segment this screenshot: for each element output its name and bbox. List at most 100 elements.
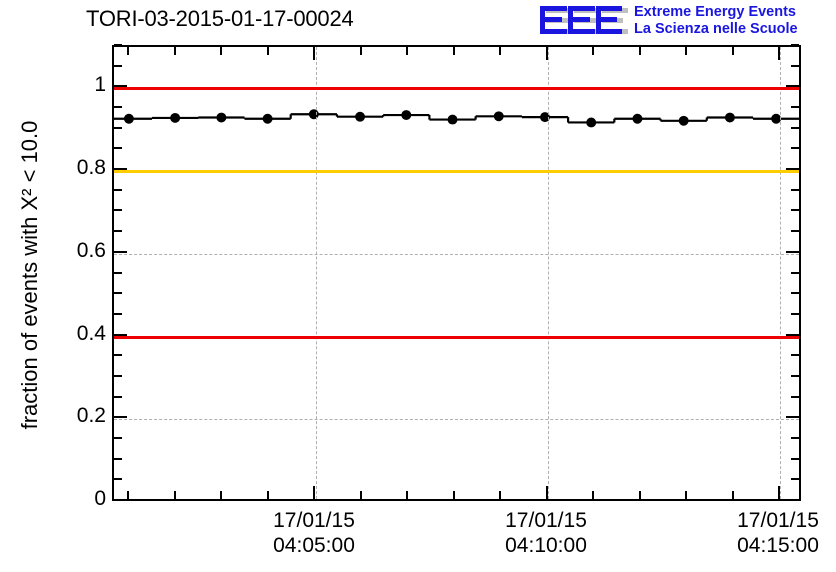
data-point-marker [308, 109, 319, 120]
data-point-marker [123, 113, 134, 124]
eee-logo-line2: La Scienza nelle Scuole [634, 21, 798, 37]
y-axis-major-tick-right [786, 250, 799, 253]
gridline-horizontal [114, 419, 799, 421]
y-axis-minor-tick [114, 106, 122, 109]
y-axis-minor-tick-right [791, 230, 799, 233]
y-axis-minor-tick [114, 147, 122, 150]
data-point-marker [216, 112, 227, 123]
y-axis-minor-tick [114, 209, 122, 212]
x-axis-tick-top [592, 47, 594, 55]
y-tick-label: 0 [94, 487, 106, 510]
data-point-marker [632, 113, 643, 124]
data-point-marker [678, 115, 689, 126]
x-axis-tick-top [406, 47, 408, 55]
y-axis-minor-tick-right [791, 395, 799, 398]
x-axis-tick-top [685, 47, 687, 55]
x-tick-time: 04:10:00 [505, 534, 587, 557]
x-axis-tick [127, 491, 129, 499]
y-axis-minor-tick [114, 395, 122, 398]
y-axis-minor-tick-right [791, 106, 799, 109]
data-point-marker [771, 113, 782, 124]
y-axis-minor-tick-right [791, 312, 799, 315]
y-axis-minor-tick [114, 478, 122, 481]
x-axis-tick-top [732, 47, 734, 55]
y-axis-minor-tick [114, 188, 122, 191]
eee-logo-line1: Extreme Energy Events [634, 4, 796, 20]
y-axis-major-tick [114, 333, 127, 336]
x-tick-date: 17/01/15 [273, 509, 355, 532]
y-axis-minor-tick-right [791, 188, 799, 191]
data-point-marker [355, 111, 366, 122]
x-axis-tick [499, 491, 501, 499]
y-axis-minor-tick [114, 126, 122, 129]
x-axis-tick [174, 491, 176, 499]
gridline-vertical [548, 47, 549, 499]
gridline-vertical [780, 47, 781, 499]
y-axis-minor-tick-right [791, 436, 799, 439]
y-axis-major-tick-right [786, 499, 799, 501]
plot-area [112, 45, 801, 501]
y-axis-major-tick-right [786, 333, 799, 336]
y-axis-minor-tick [114, 230, 122, 233]
y-axis-minor-tick [114, 374, 122, 377]
y-tick-label: 0.2 [76, 404, 106, 428]
x-axis-tick [778, 486, 780, 499]
y-axis-major-tick [114, 168, 127, 171]
data-point-marker [724, 112, 735, 123]
x-tick-label: 17/01/15 04:15:00 [698, 508, 836, 558]
y-axis-minor-tick-right [791, 271, 799, 274]
y-axis-major-tick-right [786, 85, 799, 88]
x-axis-tick [406, 491, 408, 499]
gridline-horizontal [114, 253, 799, 255]
reference-line-yellow-threshold [114, 170, 799, 174]
y-axis-major-tick [114, 499, 127, 501]
x-axis-tick [360, 491, 362, 499]
data-point-marker [170, 112, 181, 123]
data-point-marker [262, 113, 273, 124]
x-tick-label: 17/01/15 04:10:00 [466, 508, 626, 558]
chart-title: TORI-03-2015-01-17-00024 [86, 6, 354, 31]
y-axis-minor-tick [114, 64, 122, 67]
data-point-marker [586, 117, 597, 128]
x-axis-tick-top [220, 47, 222, 55]
x-axis-tick-top [360, 47, 362, 55]
y-axis-minor-tick [114, 436, 122, 439]
y-axis-title: fraction of events with X² < 10.0 [17, 120, 42, 430]
x-axis-tick-top [127, 47, 129, 55]
x-tick-time: 04:15:00 [737, 534, 819, 557]
y-axis-major-tick-right [786, 416, 799, 419]
y-axis-minor-tick-right [791, 478, 799, 481]
y-axis-minor-tick-right [791, 374, 799, 377]
x-axis-tick [732, 491, 734, 499]
y-tick-label: 0.4 [76, 321, 106, 345]
data-point-marker [401, 110, 412, 121]
x-axis-tick-top [267, 47, 269, 55]
data-series-overlay [114, 109, 799, 128]
y-axis-major-tick [114, 85, 127, 88]
y-tick-label: 0.6 [76, 238, 106, 262]
eee-logo-text: Extreme Energy Events La Scienza nelle S… [634, 4, 834, 38]
y-axis-minor-tick-right [791, 64, 799, 67]
x-axis-tick-top [778, 47, 780, 60]
y-axis-major-tick-right [786, 168, 799, 171]
y-axis-minor-tick [114, 292, 122, 295]
y-axis-major-tick [114, 416, 127, 419]
x-axis-tick [453, 491, 455, 499]
y-axis-minor-tick [114, 312, 122, 315]
gridline-vertical [316, 47, 317, 499]
y-axis-minor-tick-right [791, 147, 799, 150]
reference-line-upper-red-threshold [114, 87, 799, 91]
x-tick-label: 17/01/15 04:05:00 [234, 508, 394, 558]
x-tick-date: 17/01/15 [505, 509, 587, 532]
y-axis-minor-tick-right [791, 209, 799, 212]
x-axis-tick-top [453, 47, 455, 55]
x-axis-tick [685, 491, 687, 499]
y-axis-major-tick [114, 250, 127, 253]
y-tick-label: 1 [94, 73, 106, 97]
eee-logo-mark-icon [538, 4, 628, 38]
x-axis-tick [313, 486, 315, 499]
x-axis-tick [592, 491, 594, 499]
x-tick-time: 04:05:00 [273, 534, 355, 557]
y-axis-minor-tick [114, 271, 122, 274]
